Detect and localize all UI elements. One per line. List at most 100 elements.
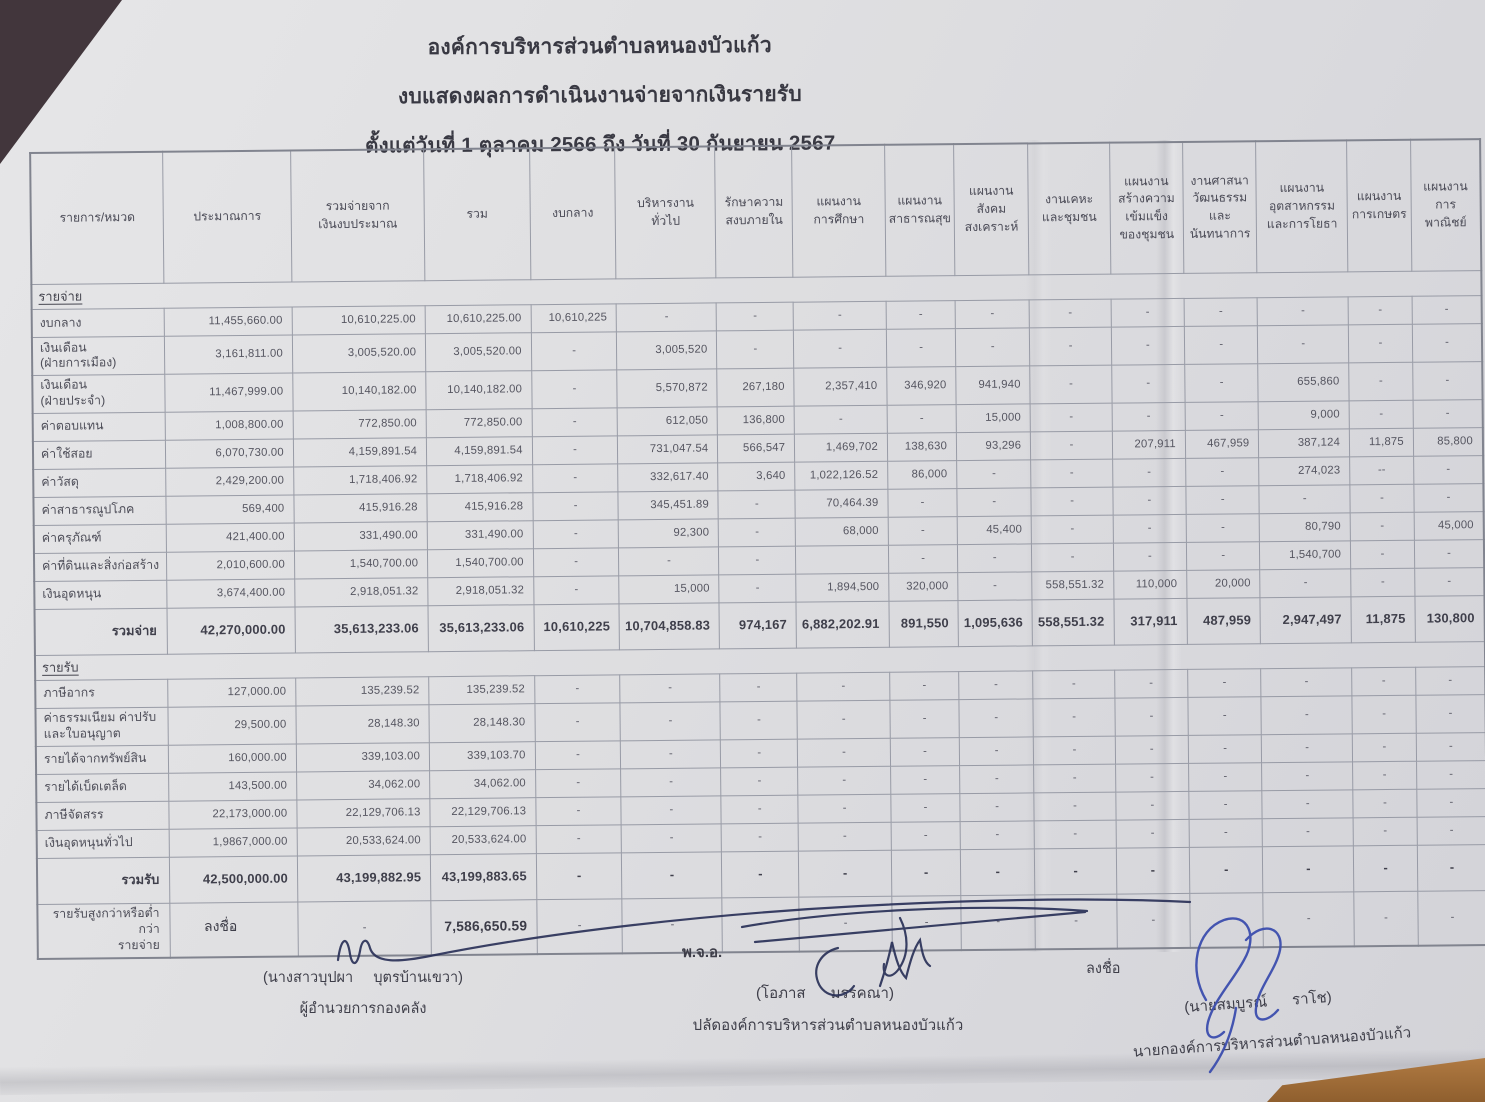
table-cell: - xyxy=(531,407,618,437)
table-cell: - xyxy=(1262,845,1354,893)
table-cell: 11,467,999.00 xyxy=(164,372,293,413)
table-cell: - xyxy=(1031,543,1114,572)
table-cell: - xyxy=(1257,296,1349,326)
table-cell: - xyxy=(798,794,892,824)
table-cell: - xyxy=(958,670,1034,700)
table-cell: - xyxy=(889,671,960,701)
table-cell: - xyxy=(1185,485,1260,515)
table-cell: 28,148.30 xyxy=(295,704,430,744)
table-cell: - xyxy=(797,738,891,768)
table-cell: - xyxy=(1416,788,1485,818)
table-cell: 10,610,225.00 xyxy=(425,304,532,334)
table-cell: - xyxy=(1411,295,1482,325)
table-cell: 612,050 xyxy=(617,406,718,436)
table-cell: - xyxy=(1187,668,1262,698)
table-cell: - xyxy=(798,850,892,898)
table-cell: - xyxy=(1350,568,1415,597)
table-cell: 20,000 xyxy=(1186,569,1261,599)
table-cell: - xyxy=(621,851,723,899)
table-cell: 92,300 xyxy=(618,518,719,548)
row-label: ภาษีอากร xyxy=(35,679,169,709)
table-cell: - xyxy=(1188,762,1263,792)
table-cell: 22,173,000.00 xyxy=(168,799,297,830)
table-cell: 110,000 xyxy=(1113,570,1187,600)
table-cell: - xyxy=(534,702,621,742)
row-label: ค่าที่ดินและสิ่งก่อสร้าง xyxy=(33,552,167,582)
table-cell: 274,023 xyxy=(1259,456,1350,486)
column-header: แผนงาน อุตสาหกรรม และการโยธา xyxy=(1255,140,1348,273)
table-cell: 207,911 xyxy=(1112,430,1186,460)
table-cell: 331,490.00 xyxy=(427,520,534,550)
table-cell: - xyxy=(1185,457,1260,487)
table-cell: 10,704,858.83 xyxy=(619,602,720,650)
table-cell: - xyxy=(532,463,619,493)
table-cell: - xyxy=(955,299,1030,329)
table-cell: - xyxy=(1033,764,1116,793)
table-cell: - xyxy=(1114,697,1189,737)
table-cell: - xyxy=(1412,361,1483,401)
table-cell: 10,610,225 xyxy=(530,303,617,333)
column-header: รวมจ่ายจาก เงินงบประมาณ xyxy=(290,149,426,283)
row-label: งบกลาง xyxy=(31,308,165,338)
table-cell: 346,920 xyxy=(886,366,957,406)
table-cell: - xyxy=(1029,327,1112,366)
table-cell: 20,533,624.00 xyxy=(296,826,431,856)
table-cell: 1,469,702 xyxy=(794,433,888,463)
table-cell: - xyxy=(1415,666,1485,696)
table-cell: - xyxy=(889,699,960,739)
table-cell: - xyxy=(797,700,891,740)
table-cell: - xyxy=(1351,667,1416,696)
table-cell: - xyxy=(1029,299,1112,328)
table-cell: - xyxy=(1413,483,1484,513)
table-cell: - xyxy=(1112,486,1187,516)
table-cell: 28,148.30 xyxy=(429,703,535,743)
table-cell: - xyxy=(620,701,721,741)
table-cell: - xyxy=(1034,848,1117,895)
table-cell: - xyxy=(1111,402,1186,432)
row-label: ค่าตอบแทน xyxy=(32,412,166,442)
table-cell: - xyxy=(1114,669,1188,699)
table-cell: 320,000 xyxy=(888,572,959,602)
row-label: รายได้จากทรัพย์สิน xyxy=(35,745,169,775)
table-cell: - xyxy=(1030,403,1113,432)
table-cell: - xyxy=(1030,431,1113,460)
table-cell: 731,047.54 xyxy=(617,434,719,464)
table-cell: 35,613,233.06 xyxy=(428,604,535,652)
table-cell: - xyxy=(793,301,887,331)
table-cell: - xyxy=(1029,365,1112,404)
table-cell: - xyxy=(1261,667,1352,697)
table-cell: 127,000.00 xyxy=(167,677,296,708)
column-header: แผนงาน การ พาณิชย์ xyxy=(1410,139,1482,272)
table-cell: - xyxy=(1415,694,1485,734)
table-cell: 1,894,500 xyxy=(795,573,889,603)
table-cell xyxy=(795,545,889,575)
table-cell: - xyxy=(535,768,622,798)
table-cell: - xyxy=(1416,760,1485,790)
table-cell: 45,400 xyxy=(957,515,1032,545)
table-cell: - xyxy=(721,823,799,852)
table-cell: - xyxy=(1113,542,1187,572)
table-cell: - xyxy=(1189,892,1264,948)
table-cell: 80,790 xyxy=(1259,512,1351,542)
table-cell: 2,010,600.00 xyxy=(166,550,295,581)
signer-title-left: ผู้อำนวยการกองคลัง xyxy=(299,1001,427,1017)
table-cell: - xyxy=(1033,698,1116,737)
table-cell: - xyxy=(720,701,798,740)
table-cell: - xyxy=(532,491,619,521)
table-cell: - xyxy=(718,518,796,547)
table-cell: - xyxy=(891,821,961,851)
column-header: รายการ/หมวด xyxy=(30,151,164,285)
table-cell: - xyxy=(1417,844,1485,892)
table-cell: - xyxy=(1262,789,1354,819)
table-cell: 11,455,660.00 xyxy=(164,307,293,337)
table-cell: - xyxy=(1034,820,1117,849)
table-cell: 2,918,051.32 xyxy=(427,576,534,606)
table-cell: - xyxy=(957,543,1032,573)
signer-name-middle: (โอภาส มรรคณา) xyxy=(756,985,894,1002)
table-cell: - xyxy=(1414,567,1485,597)
table-cell: - xyxy=(1417,890,1485,946)
table-cell: 974,167 xyxy=(719,602,797,649)
table-cell: - xyxy=(1186,541,1261,571)
table-cell: 339,103.00 xyxy=(296,742,430,772)
table-cell: - xyxy=(1351,695,1417,734)
